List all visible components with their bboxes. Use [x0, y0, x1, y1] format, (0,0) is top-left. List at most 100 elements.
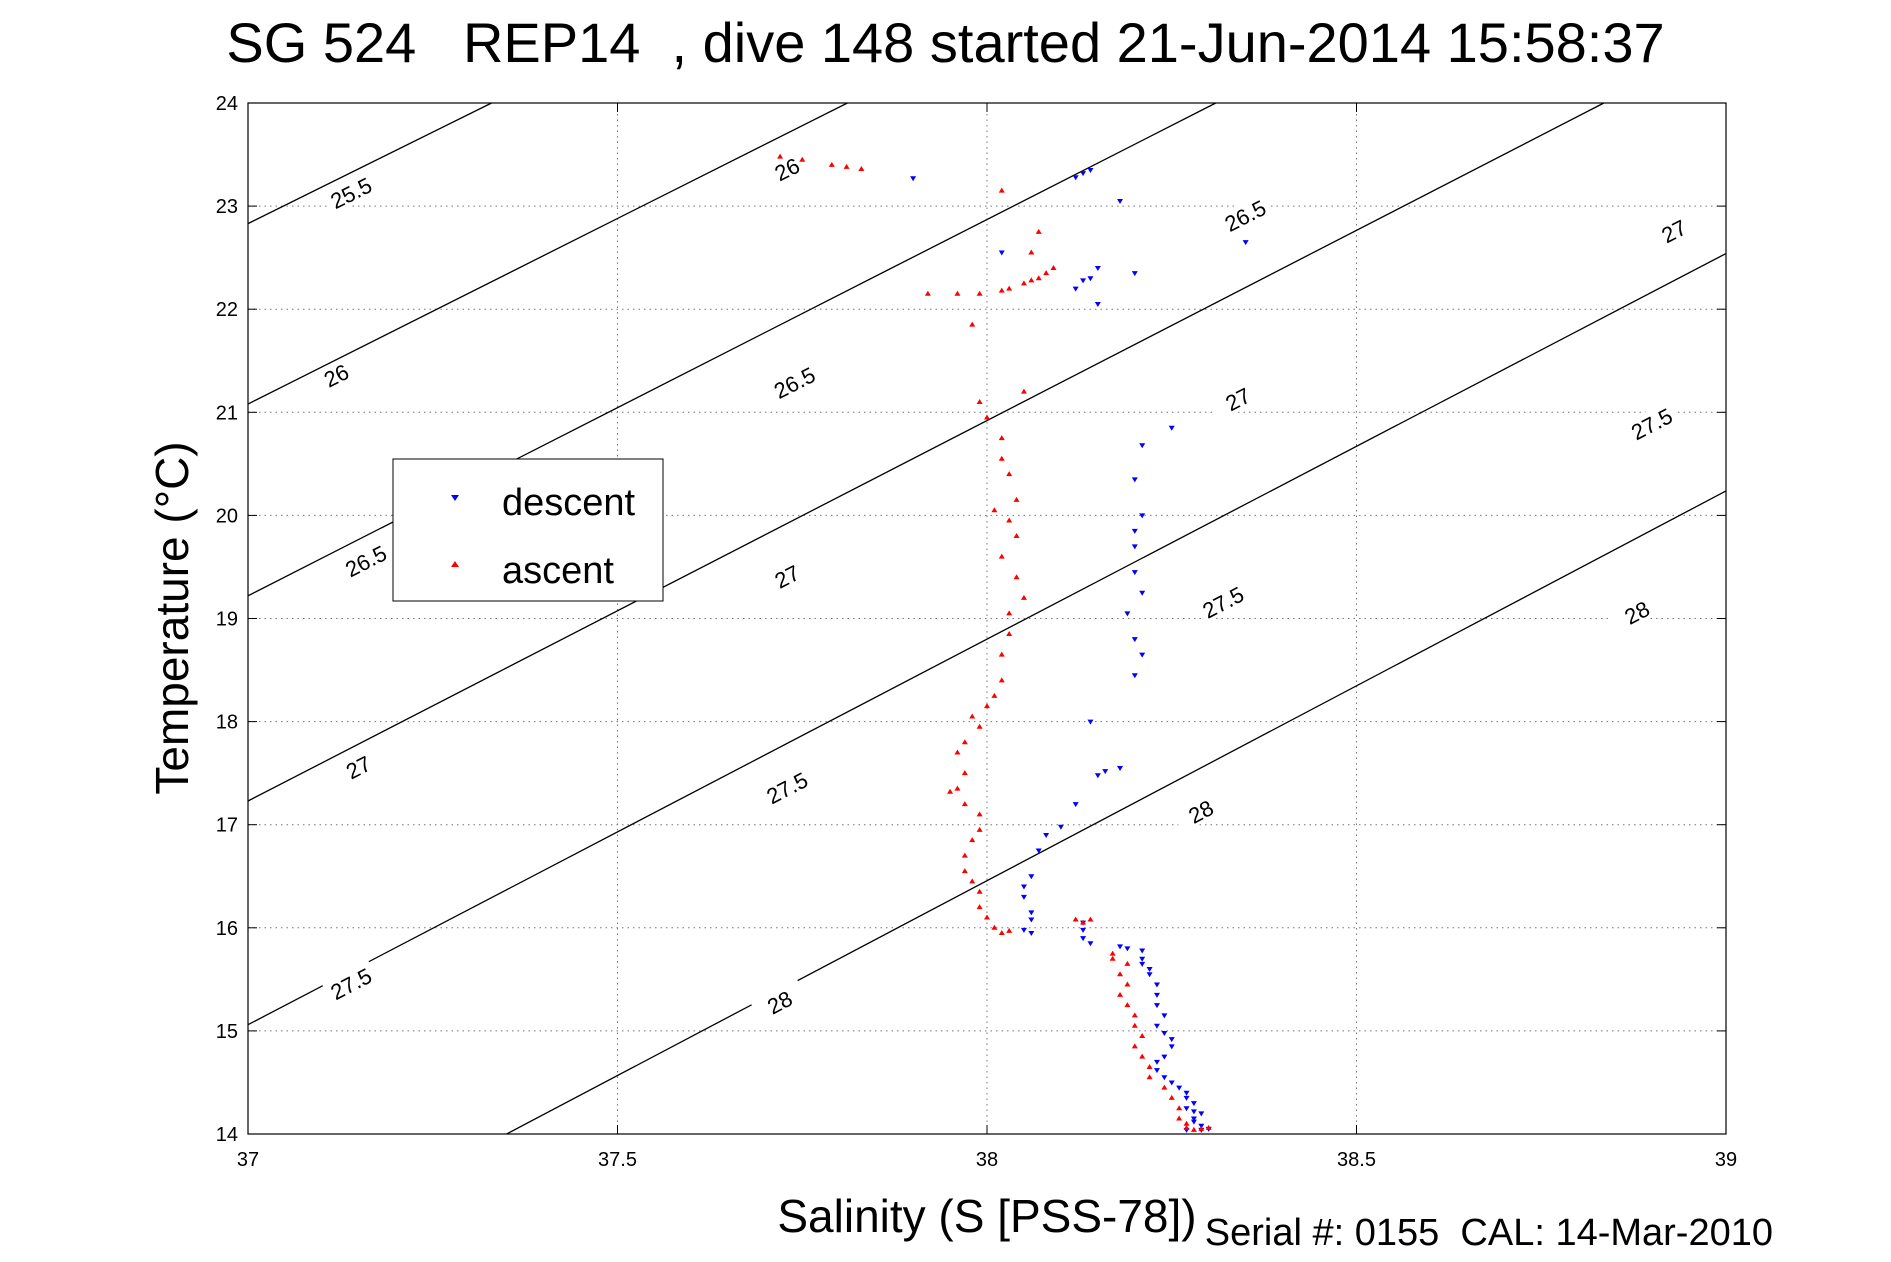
x-tick-label: 37 [237, 1149, 259, 1171]
ascent-point [1028, 249, 1035, 255]
descent-point [1153, 1059, 1160, 1065]
descent-point [1190, 1101, 1197, 1107]
ascent-point [1124, 981, 1131, 987]
ascent-point [1176, 1105, 1183, 1111]
ascent-point [1043, 270, 1050, 276]
y-tick-label: 23 [216, 196, 238, 218]
descent-point [1072, 286, 1079, 292]
ascent-point [976, 398, 983, 404]
descent-point [1139, 443, 1146, 449]
y-tick-label: 14 [216, 1124, 238, 1146]
ascent-point [969, 878, 976, 884]
descent-point [1176, 1085, 1183, 1091]
descent-point [1117, 944, 1124, 950]
ascent-point [1131, 1012, 1138, 1018]
ascent-point [1146, 1074, 1153, 1080]
descent-point [1161, 1075, 1168, 1081]
contour-label-bg [765, 359, 823, 405]
ascent-point [954, 785, 961, 791]
contour-label-bg [321, 169, 380, 215]
descent-point [1198, 1111, 1205, 1117]
ascent-point [961, 739, 968, 745]
descent-point [1094, 265, 1101, 271]
contour-label-bg [757, 145, 816, 191]
descent-point [1146, 972, 1153, 978]
descent-point [1102, 769, 1109, 775]
ascent-point [1028, 277, 1035, 283]
descent-point [1139, 956, 1146, 962]
descent-point [1028, 910, 1035, 916]
ascent-point [843, 163, 850, 169]
ascent-point [1035, 275, 1042, 281]
descent-point [1117, 765, 1124, 771]
ascent-point [969, 837, 976, 843]
serial-cal-note: Serial #: 0155 CAL: 14-Mar-2010 [1204, 1212, 1773, 1254]
ascent-point [998, 929, 1005, 935]
descent-point [998, 250, 1005, 256]
ascent-point [961, 770, 968, 776]
descent-point [1124, 611, 1131, 617]
ascent-point [858, 165, 865, 171]
contour-label-bg [750, 978, 808, 1025]
ascent-point [1109, 955, 1116, 961]
ascent-point [799, 156, 806, 162]
descent-point [1131, 544, 1138, 550]
ascent-point [1176, 1115, 1183, 1121]
ascent-point [998, 677, 1005, 683]
descent-point [1183, 1095, 1190, 1101]
descent-point [1183, 1090, 1190, 1096]
contour-label-bg [1171, 787, 1229, 834]
contour-label-bg [321, 960, 380, 1006]
ascent-point [969, 713, 976, 719]
descent-point [1020, 927, 1027, 933]
ascent-point [1020, 388, 1027, 394]
ascent-point [828, 161, 835, 167]
descent-point [1072, 802, 1079, 808]
ascent-point [991, 924, 998, 930]
ascent-point [1117, 991, 1124, 997]
ascent-point [961, 801, 968, 807]
ascent-point [984, 703, 990, 709]
descent-point [1153, 1003, 1160, 1009]
ascent-point [924, 290, 931, 296]
descent-point [1153, 1023, 1160, 1029]
legend-ascent-marker [451, 561, 459, 567]
contour-line [247, 102, 1605, 802]
y-tick-label: 19 [216, 609, 238, 631]
ascent-point [1006, 610, 1013, 616]
descent-point [1190, 1116, 1197, 1122]
descent-point [1131, 637, 1138, 643]
descent-point [1168, 425, 1175, 431]
descent-point [1168, 1080, 1175, 1086]
descent-point [1242, 240, 1249, 246]
ascent-point [998, 287, 1005, 293]
ascent-point [1050, 264, 1057, 270]
ascent-point [777, 153, 784, 159]
ascent-point [1161, 1084, 1168, 1090]
descent-series [910, 168, 1249, 1133]
legend: descent ascent [392, 458, 664, 602]
ascent-point [1006, 927, 1013, 933]
descent-point [1161, 1013, 1168, 1019]
y-axis-label: Temperature (°C) [146, 441, 198, 794]
x-tick-label: 37.5 [598, 1149, 637, 1171]
ascent-point [1183, 1120, 1190, 1126]
contour-label-bg [1607, 588, 1665, 635]
ascent-point [1006, 285, 1013, 291]
descent-point [1131, 673, 1138, 679]
descent-point [1035, 848, 1042, 854]
descent-point [1131, 271, 1138, 277]
y-tick-label: 16 [216, 918, 238, 940]
legend-descent-marker [451, 495, 459, 501]
descent-point [1168, 1044, 1175, 1050]
descent-point [1072, 175, 1079, 181]
ascent-point [1006, 630, 1013, 636]
descent-point [1094, 773, 1101, 779]
ascent-point [1205, 1124, 1212, 1130]
legend-box [392, 458, 664, 602]
ascent-point [998, 455, 1005, 461]
descent-point [1139, 513, 1146, 519]
descent-point [1087, 941, 1094, 947]
ascent-point [1109, 950, 1116, 956]
x-tick-label: 38 [976, 1149, 998, 1171]
